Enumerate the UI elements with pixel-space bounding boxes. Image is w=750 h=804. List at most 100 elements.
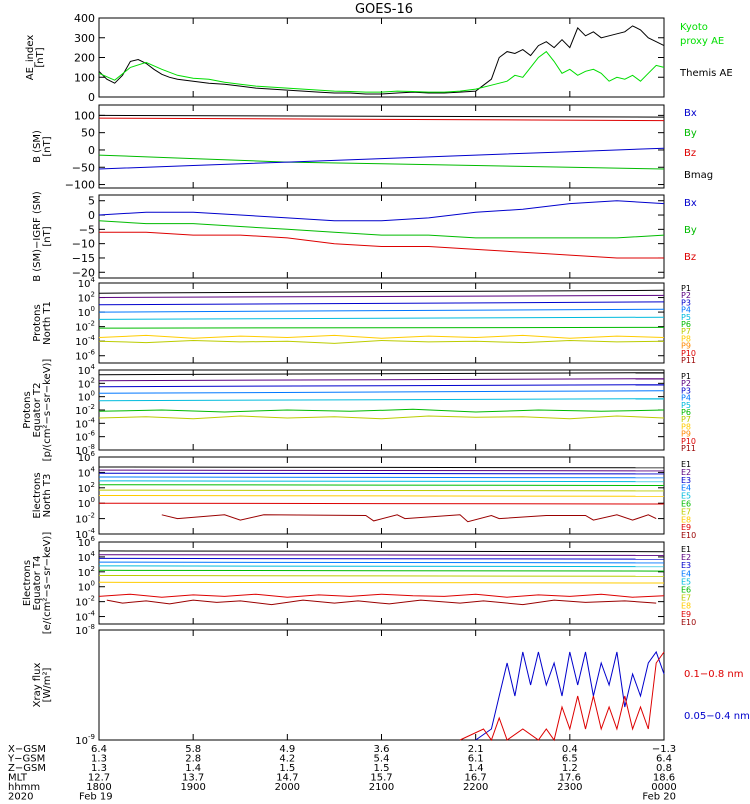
prot_t2-ylabel: [p/(cm²−s−sr−keV)] xyxy=(42,359,53,462)
elec_t3-series-e9 xyxy=(98,502,665,505)
xaxis-row-value: −1.3 xyxy=(652,744,676,755)
elec_t4-legend-entry: E8 xyxy=(681,602,691,611)
elec_t4-ytick-label: 100 xyxy=(78,580,95,594)
elec_t3-series-e2 xyxy=(98,469,665,472)
prot_t2-series-p3 xyxy=(98,384,665,388)
prot_t1-legend-entry: P7 xyxy=(681,327,691,336)
xaxis-row-value: 13.7 xyxy=(182,773,204,784)
xaxis-row-value: 0.8 xyxy=(656,763,672,774)
xaxis-row-value: 1900 xyxy=(180,782,205,793)
xaxis-row-value: 1.3 xyxy=(91,763,107,774)
bigrf-series-bx xyxy=(98,200,665,222)
xaxis-row-value: 15.7 xyxy=(370,773,392,784)
xray-series-0-1-0-8-nm xyxy=(459,651,665,742)
xaxis-row-value: 6.1 xyxy=(468,754,484,765)
elec_t3-ytick-label: 100 xyxy=(78,496,95,510)
elec_t4-ytick-label: 10-4 xyxy=(75,610,95,624)
prot_t2-legend-entry: P2 xyxy=(681,379,691,388)
prot_t2-ytick-label: 102 xyxy=(78,376,95,390)
xaxis-row-label: Y−GSM xyxy=(7,754,45,765)
elec_t4-ylabel: Electrons xyxy=(22,560,33,606)
prot_t1-series-p6 xyxy=(98,326,665,329)
prot_t1-series-p3 xyxy=(98,301,665,306)
prot_t2-legend-entry: P3 xyxy=(681,386,691,395)
xaxis-row-label: MLT xyxy=(8,773,28,784)
bsm-series-bz xyxy=(98,117,665,122)
prot_t2-legend-entry: P5 xyxy=(681,401,691,410)
elec_t4-legend-entry: E2 xyxy=(681,553,691,562)
elec_t4-ylabel: [e/(cm²−s−sr−keV)] xyxy=(42,532,53,635)
ae-ytick-label: 0 xyxy=(88,91,95,104)
prot_t2-series-p2 xyxy=(98,378,665,382)
elec_t4-legend-entry: E1 xyxy=(681,545,691,554)
prot_t2-series-p4 xyxy=(98,390,665,394)
prot_t2-ylabel: Equator T2 xyxy=(32,383,43,438)
bsm-ytick-label: −100 xyxy=(65,179,95,192)
bigrf-legend-entry: Bx xyxy=(684,198,697,209)
prot_t1-legend-entry: P10 xyxy=(681,349,696,358)
elec_t3-ytick-label: 104 xyxy=(78,465,96,479)
bigrf-legend-entry: By xyxy=(684,225,697,236)
prot_t1-series-p7 xyxy=(98,334,665,339)
bsm-ytick-label: 50 xyxy=(81,127,95,140)
prot_t2-legend-entry: P9 xyxy=(681,430,691,439)
elec_t4-series-e2 xyxy=(98,554,665,556)
elec_t4-legend-entry: E9 xyxy=(681,610,691,619)
prot_t2-series-p1 xyxy=(98,372,665,376)
prot_t1-legend-entry: P2 xyxy=(681,291,691,300)
xaxis-row-label: X−GSM xyxy=(8,744,46,755)
prot_t1-ytick-label: 102 xyxy=(78,291,95,305)
xaxis-row-value: 18.6 xyxy=(653,773,675,784)
prot_t2-ytick-label: 10-6 xyxy=(75,430,95,444)
elec_t3-series-e7 xyxy=(98,489,665,492)
prot_t1-legend-entry: P9 xyxy=(681,342,691,351)
elec_t4-series-e10 xyxy=(106,599,657,606)
xaxis-row-label: Z−GSM xyxy=(8,763,46,774)
elec_t4-legend-entry: E10 xyxy=(681,618,696,627)
bsm-frame xyxy=(98,104,665,189)
prot_t2-ytick-label: 10-2 xyxy=(75,403,95,417)
prot_t1-ylabel: North T1 xyxy=(42,301,53,345)
ae-series-themis-ae xyxy=(98,25,665,95)
elec_t4-series-e8 xyxy=(98,581,665,584)
bigrf-ytick-label: −20 xyxy=(72,266,95,279)
bsm-series-by xyxy=(98,154,665,170)
xaxis-row-value: 17.6 xyxy=(559,773,581,784)
ae-ytick-label: 200 xyxy=(74,52,95,65)
prot_t1-ylabel: Protons xyxy=(32,304,43,341)
elec_t4-series-e9 xyxy=(98,593,665,598)
xaxis-row-value: 6.4 xyxy=(656,754,672,765)
bsm-series-bx xyxy=(98,147,665,170)
prot_t1-legend-entry: P5 xyxy=(681,313,691,322)
xaxis-row-value: 2.1 xyxy=(468,744,484,755)
prot_t2-legend-entry: P11 xyxy=(681,444,696,453)
xray-legend-entry: 0.05−0.4 nm xyxy=(684,711,750,722)
elec_t3-ylabel: Electrons xyxy=(32,472,43,518)
bigrf-legend-entry: Bz xyxy=(684,252,696,263)
prot_t2-series-p6 xyxy=(98,408,665,413)
prot_t1-legend-entry: P4 xyxy=(681,306,691,315)
prot_t1-series-p4 xyxy=(98,308,665,313)
xaxis-row-value: 0.4 xyxy=(562,744,578,755)
prot_t1-series-p5 xyxy=(98,316,665,320)
prot_t1-ytick-label: 10-2 xyxy=(75,320,95,334)
elec_t3-legend-entry: E1 xyxy=(681,460,691,469)
prot_t2-ytick-label: 100 xyxy=(78,390,95,404)
elec_t3-series-e1 xyxy=(98,466,665,469)
xaxis-row-value: 2200 xyxy=(463,782,488,793)
elec_t4-series-e7 xyxy=(98,575,665,577)
xray-series-0-05-0-4-nm xyxy=(475,650,665,741)
prot_t1-legend-entry: P11 xyxy=(681,356,696,365)
xaxis-row-value: 2.8 xyxy=(185,754,201,765)
bsm-ytick-label: 100 xyxy=(74,109,95,122)
xaxis-row-value: 1.4 xyxy=(468,763,484,774)
prot_t2-legend-entry: P8 xyxy=(681,422,691,431)
ae-ytick-label: 300 xyxy=(74,32,95,45)
ae-legend-entry: Themis AE xyxy=(679,68,733,79)
elec_t3-ylabel: North T3 xyxy=(42,474,53,518)
xaxis-row-value: 4.9 xyxy=(279,744,295,755)
ae-legend-entry: proxy AE xyxy=(680,36,724,47)
prot_t1-ytick-label: 10-4 xyxy=(75,334,95,348)
ae-ytick-label: 400 xyxy=(74,12,95,25)
bsm-ytick-label: −50 xyxy=(72,161,95,174)
